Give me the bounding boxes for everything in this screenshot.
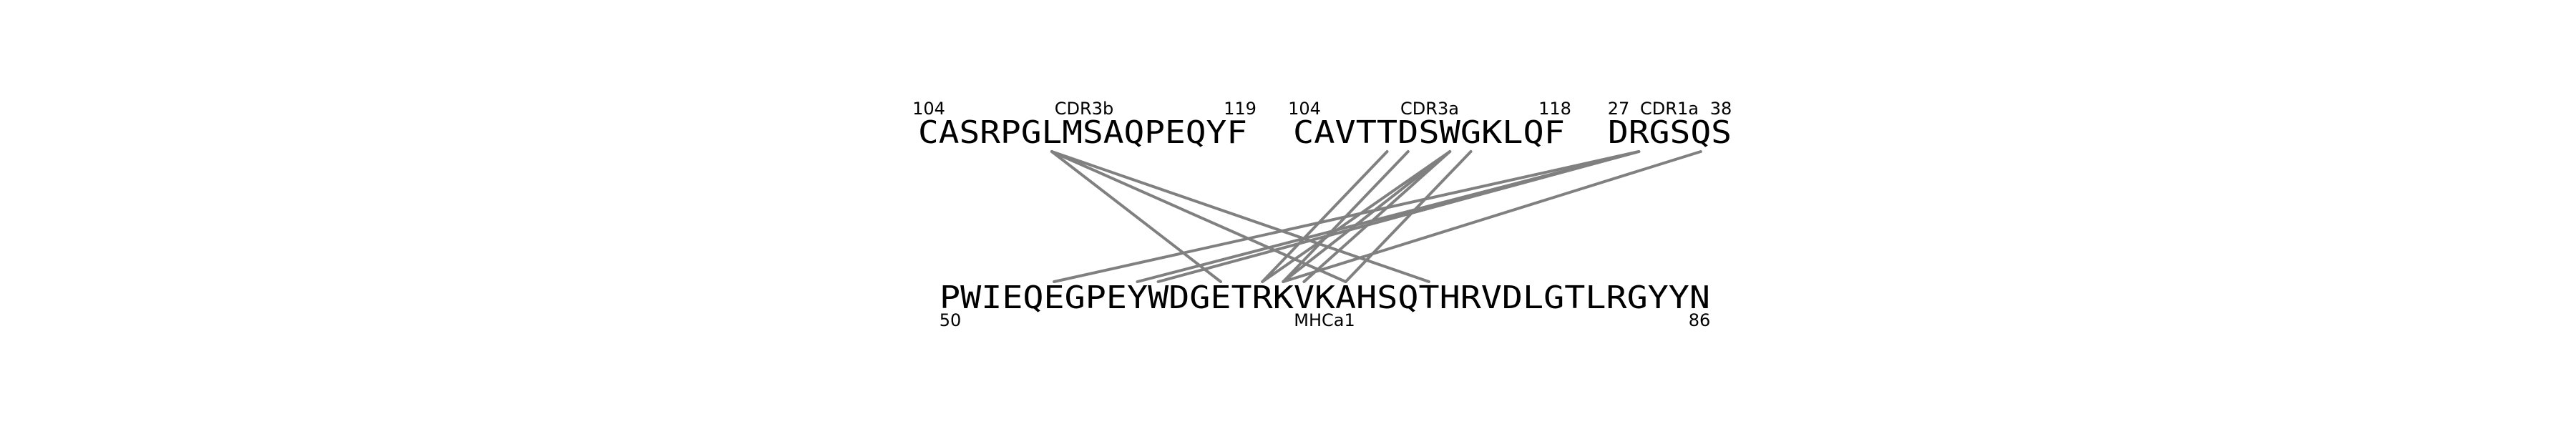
- mhca1-start-number: 50: [940, 310, 962, 330]
- cdr3a-start-number: 104: [1288, 99, 1321, 119]
- segment-cdr3a: 104 CDR3a 118 CAVTTDSWGKLQF: [1288, 99, 1571, 151]
- contact-line-cdr1a-4-to-16: [1282, 150, 1702, 283]
- contact-line-cdr1a-1-to-10: [1156, 150, 1641, 283]
- contact-line-cdr3b-6-to-13: [1050, 150, 1222, 283]
- mhca1-sequence: PWIEQEGPEYWDGETRKVKAHSQTHRVDLGTLRGYYN: [940, 280, 1710, 316]
- contact-line-cdr3a-7-to-15: [1261, 150, 1452, 283]
- mhca1-end-number: 86: [1689, 310, 1711, 330]
- mhca1-region-label: MHCa1: [1294, 310, 1355, 330]
- cdr1a-end-number: 38: [1710, 99, 1732, 119]
- cdr3b-end-number: 119: [1224, 99, 1257, 119]
- contact-line-cdr3a-8-to-19: [1344, 150, 1473, 283]
- contact-lines: [1050, 150, 1702, 283]
- contact-line-cdr3b-6-to-19: [1050, 150, 1347, 283]
- contact-line-cdr3a-7-to-16: [1282, 150, 1452, 283]
- cdr3b-region-label: CDR3b: [1055, 99, 1113, 119]
- contact-line-cdr3a-7-to-17: [1302, 150, 1452, 283]
- segment-mhca1: PWIEQEGPEYWDGETRKVKAHSQTHRVDLGTLRGYYN 50…: [940, 280, 1711, 330]
- cdr1a-start-number: 27: [1608, 99, 1630, 119]
- cdr1a-region-label: CDR1a: [1640, 99, 1699, 119]
- cdr3a-region-label: CDR3a: [1400, 99, 1459, 119]
- contact-line-cdr1a-1-to-5: [1053, 150, 1641, 283]
- cdr3a-end-number: 118: [1538, 99, 1571, 119]
- cdr3b-start-number: 104: [912, 99, 945, 119]
- cdr3b-sequence: CASRPGLMSAQPEQYF: [918, 114, 1247, 151]
- segment-cdr1a: 27 CDR1a 38 DRGSQS: [1608, 99, 1732, 151]
- segment-cdr3b: 104 CDR3b 119 CASRPGLMSAQPEQYF: [912, 99, 1257, 151]
- cdr1a-sequence: DRGSQS: [1608, 114, 1732, 151]
- contact-line-cdr3a-4-to-15: [1261, 150, 1389, 283]
- cdr3a-sequence: CAVTTDSWGKLQF: [1293, 114, 1565, 151]
